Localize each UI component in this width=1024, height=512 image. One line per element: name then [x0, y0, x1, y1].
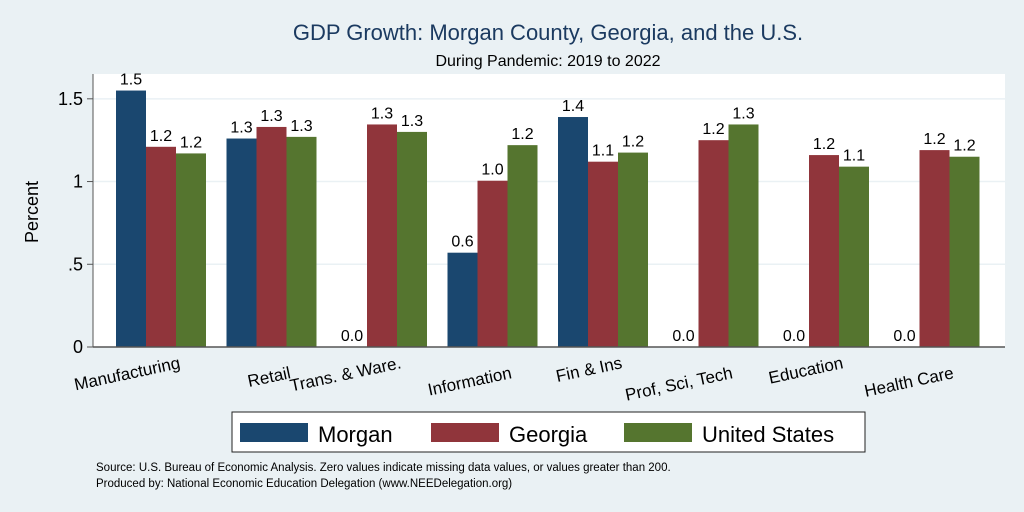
bar-georgia: [919, 150, 950, 347]
bar-value-label: 1.1: [843, 148, 865, 165]
category-label: Health Care: [863, 363, 956, 400]
bar-morgan: [226, 138, 257, 347]
legend-swatch: [240, 423, 308, 442]
y-tick-label: 1.5: [58, 89, 83, 109]
bar-value-label: 1.3: [371, 105, 393, 122]
bar-value-label: 1.5: [120, 72, 142, 89]
y-tick-label: 1: [73, 172, 83, 192]
legend-swatch: [624, 423, 692, 442]
bar-georgia: [477, 180, 508, 347]
bar-georgia: [588, 161, 618, 347]
bar-georgia: [146, 146, 176, 347]
legend-box: [231, 411, 866, 453]
produced-by-note: Produced by: National Economic Education…: [96, 478, 512, 490]
chart-subtitle: During Pandemic: 2019 to 2022: [435, 53, 660, 70]
legend-label: Georgia: [509, 422, 588, 447]
bar-united-states: [839, 166, 869, 347]
category-label: Trans. & Ware.: [288, 353, 403, 395]
chart-title: GDP Growth: Morgan County, Georgia, and …: [293, 20, 803, 45]
bar-morgan: [116, 90, 146, 347]
legend: Morgan Georgia United States: [231, 411, 866, 453]
y-tick-label: .5: [68, 254, 83, 274]
bar-value-label: 1.2: [180, 134, 202, 151]
bar-value-label: 0.0: [672, 328, 694, 345]
bar-value-label: 0.0: [893, 328, 915, 345]
category-label: Information: [426, 363, 513, 399]
bar-value-label: 1.2: [511, 126, 533, 143]
bar-united-states: [176, 153, 206, 347]
bar-value-label: 1.2: [813, 136, 835, 153]
bar-value-label: 1.3: [260, 108, 282, 125]
bar-value-label: 1.2: [150, 128, 172, 145]
bar-value-label: 1.2: [953, 138, 975, 155]
source-note: Source: U.S. Bureau of Economic Analysis…: [96, 462, 671, 474]
legend-swatch: [431, 423, 499, 442]
bar-morgan: [447, 252, 478, 347]
bar-value-label: 0.0: [783, 328, 805, 345]
bar-united-states: [507, 145, 538, 347]
y-axis-label: Percent: [22, 181, 42, 243]
bar-united-states: [286, 136, 317, 347]
bar-value-label: 1.4: [562, 98, 584, 115]
bar-value-label: 1.2: [622, 134, 644, 151]
legend-label: United States: [702, 422, 834, 447]
bar-value-label: 1.3: [290, 118, 312, 135]
bar-value-label: 0.0: [341, 328, 363, 345]
bar-value-label: 1.2: [923, 131, 945, 148]
bar-georgia: [809, 155, 839, 347]
category-label: Fin & Ins: [554, 353, 624, 386]
y-tick-label: 0: [73, 337, 83, 357]
category-label: Education: [767, 353, 845, 387]
bar-value-label: 1.1: [592, 143, 614, 160]
bar-united-states: [618, 152, 648, 347]
bar-value-label: 1.3: [230, 120, 252, 137]
bar-value-label: 1.3: [401, 113, 423, 130]
category-label: Manufacturing: [73, 353, 182, 394]
bar-morgan: [558, 117, 588, 347]
bar-united-states: [397, 131, 427, 347]
bar-georgia: [698, 140, 729, 347]
bar-value-label: 0.6: [451, 234, 473, 251]
bar-united-states: [728, 124, 759, 347]
legend-label: Morgan: [318, 422, 393, 447]
category-label: Prof, Sci, Tech: [623, 363, 734, 404]
bar-georgia: [256, 126, 287, 347]
bar-georgia: [367, 124, 397, 347]
bar-united-states: [949, 156, 980, 347]
bar-value-label: 1.0: [481, 162, 503, 179]
category-label: Retail: [246, 363, 292, 391]
bar-value-label: 1.3: [732, 105, 754, 122]
bar-value-label: 1.2: [702, 121, 724, 138]
